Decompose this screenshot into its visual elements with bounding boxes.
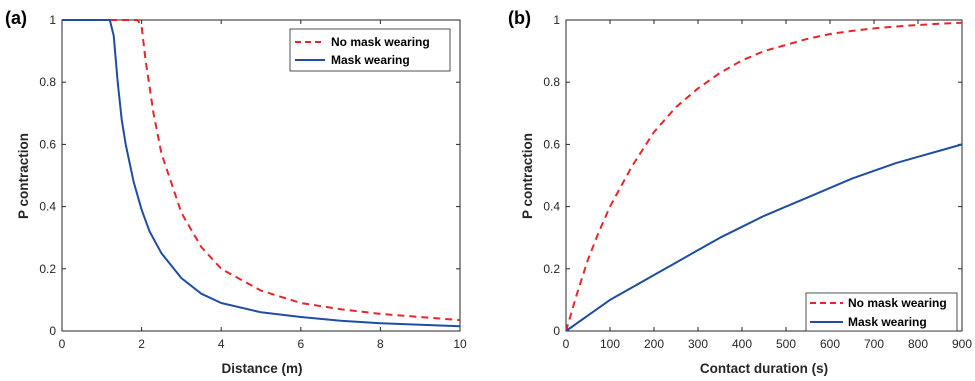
x-tick-label: 8 [377,337,384,351]
x-tick-label: 100 [600,337,620,351]
x-tick-label: 400 [732,337,752,351]
panel-a: (a) Distance (m) P contraction 0 2 4 6 8 1000… [5,8,467,376]
panel-b: (b) Contact duration (s) P contraction 0… [508,8,972,376]
series-line-no-mask [62,19,461,322]
panel-a-xlabel: Distance (m) [221,361,302,376]
y-tick-label: 0 [49,324,56,338]
x-tick-label: 10 [453,337,467,351]
legend-label-no-mask: No mask wearing [848,296,947,310]
series-line-mask [565,143,963,332]
x-tick-label: 200 [644,337,664,351]
x-tick-label: 600 [820,337,840,351]
x-tick-label: 4 [218,337,225,351]
panel-a-legend-box [289,28,451,72]
panel-b-xlabel: Contact duration (s) [700,361,828,376]
y-tick-label: 0 [553,324,560,338]
panel-a-lines [62,19,461,328]
panel-b-legend-box [805,292,958,332]
panel-b-plot-area [565,19,963,332]
panel-a-ticks: 0 2 4 6 8 10 0 0.2 0.4 0.6 0.8 1 [39,13,467,351]
x-tick-label: 900 [952,337,972,351]
x-tick-label: 2 [138,337,145,351]
legend-label-no-mask: No mask wearing [331,35,430,49]
y-tick-label: 0.2 [39,262,56,276]
y-tick-label: 0.4 [543,200,560,214]
panel-b-label: (b) [508,8,531,28]
y-tick-label: 0.2 [543,262,560,276]
panel-b-ticks: 0 100 200 300 400 500 600 700 800 900 0 0.2 0.4 0.6 0.… [543,13,972,351]
series-line-no-mask [565,21,963,332]
y-tick-label: 0.6 [39,137,56,151]
legend-label-mask: Mask wearing [848,315,927,329]
panel-b-lines [565,21,963,332]
x-tick-label: 0 [563,337,570,351]
x-tick-label: 700 [864,337,884,351]
series-line-mask [62,19,461,328]
y-tick-label: 0.4 [39,200,56,214]
panel-a-plot-area [61,19,461,332]
x-tick-label: 0 [59,337,66,351]
panel-a-legend: No mask wearing Mask wearing [289,28,451,72]
x-tick-label: 800 [908,337,928,351]
legend-label-mask: Mask wearing [331,53,410,67]
panel-b-ylabel: P contraction [520,133,535,219]
y-tick-label: 1 [553,13,560,27]
y-tick-label: 1 [49,13,56,27]
y-tick-label: 0.6 [543,137,560,151]
x-tick-label: 6 [297,337,304,351]
x-tick-label: 300 [688,337,708,351]
panel-a-ylabel: P contraction [16,133,31,219]
x-tick-label: 500 [776,337,796,351]
panel-b-legend: No mask wearing Mask wearing [805,292,958,332]
y-tick-label: 0.8 [39,75,56,89]
y-tick-label: 0.8 [543,75,560,89]
panel-a-label: (a) [5,8,27,28]
